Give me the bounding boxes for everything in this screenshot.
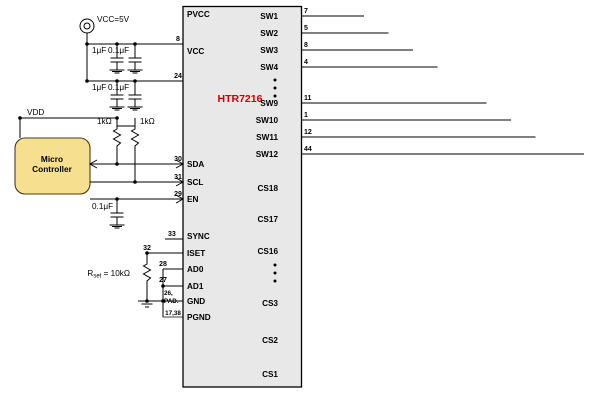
svg-text:VCC=5V: VCC=5V: [97, 15, 130, 24]
svg-text:AD0: AD0: [187, 265, 204, 274]
svg-text:SW3: SW3: [260, 46, 278, 55]
svg-text:0.1μF: 0.1μF: [92, 202, 113, 211]
svg-text:SW12: SW12: [256, 150, 279, 159]
svg-text:CS16: CS16: [258, 247, 279, 256]
svg-text:PAD.: PAD.: [164, 298, 179, 305]
svg-text:GND: GND: [187, 297, 205, 306]
svg-text:31: 31: [174, 174, 182, 181]
svg-text:VCC: VCC: [187, 47, 204, 56]
svg-text:44: 44: [304, 146, 312, 153]
svg-text:VDD: VDD: [27, 108, 44, 117]
svg-text:28: 28: [159, 261, 167, 268]
svg-text:1μF: 1μF: [92, 46, 106, 55]
svg-text:11: 11: [304, 95, 312, 102]
svg-text:CS1: CS1: [262, 370, 278, 379]
svg-text:8: 8: [176, 36, 180, 43]
svg-text:SW11: SW11: [256, 133, 278, 142]
svg-text:SW10: SW10: [256, 116, 279, 125]
svg-text:30: 30: [174, 156, 182, 163]
svg-text:PGND: PGND: [187, 313, 211, 322]
svg-text:CS18: CS18: [258, 184, 279, 193]
svg-text:33: 33: [168, 231, 176, 238]
svg-text:0.1μF: 0.1μF: [108, 83, 129, 92]
svg-text:27: 27: [159, 277, 167, 284]
svg-text:HTR7216: HTR7216: [218, 93, 263, 105]
svg-text:SW2: SW2: [260, 29, 278, 38]
svg-text:1kΩ: 1kΩ: [97, 117, 112, 126]
svg-text:SW4: SW4: [260, 63, 278, 72]
svg-text:SW9: SW9: [260, 99, 278, 108]
svg-text:24: 24: [174, 73, 182, 80]
svg-text:EN: EN: [187, 195, 198, 204]
svg-text:Micro: Micro: [41, 154, 63, 164]
svg-text:5: 5: [304, 25, 308, 32]
svg-text:AD1: AD1: [187, 282, 204, 291]
svg-text:1: 1: [304, 112, 308, 119]
svg-text:SYNC: SYNC: [187, 232, 210, 241]
svg-text:Controller: Controller: [32, 164, 72, 174]
svg-text:17,38: 17,38: [165, 310, 181, 317]
svg-text:CS17: CS17: [258, 215, 279, 224]
svg-text:SW1: SW1: [260, 12, 278, 21]
svg-text:ISET: ISET: [187, 249, 205, 258]
svg-text:CS2: CS2: [262, 336, 278, 345]
svg-text:SDA: SDA: [187, 160, 204, 169]
svg-text:32: 32: [143, 245, 151, 252]
svg-text:7: 7: [304, 8, 308, 15]
svg-text:26,: 26,: [164, 290, 173, 297]
svg-text:4: 4: [304, 59, 308, 66]
svg-text:29: 29: [174, 191, 182, 198]
svg-text:1kΩ: 1kΩ: [140, 117, 155, 126]
svg-text:PVCC: PVCC: [187, 10, 210, 19]
svg-text:0.1μF: 0.1μF: [108, 46, 129, 55]
svg-text:8: 8: [304, 42, 308, 49]
svg-text:SCL: SCL: [187, 178, 203, 187]
svg-text:12: 12: [304, 129, 312, 136]
svg-text:CS3: CS3: [262, 299, 278, 308]
svg-text:1μF: 1μF: [92, 83, 106, 92]
